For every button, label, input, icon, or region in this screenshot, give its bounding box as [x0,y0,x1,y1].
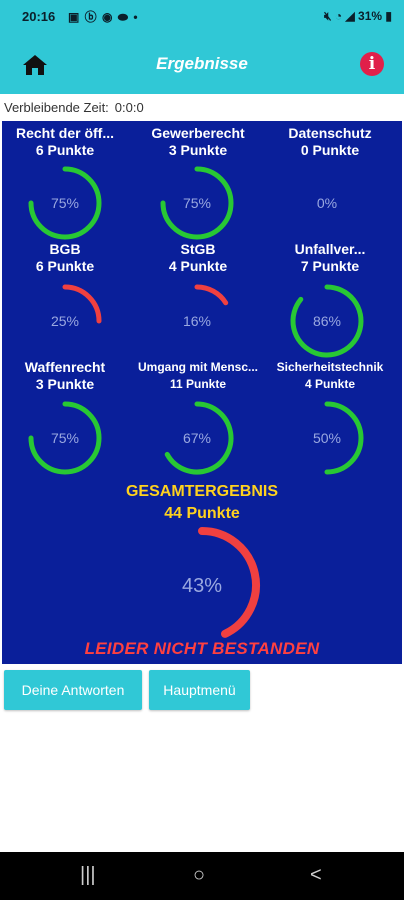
category-card: Recht der öff... 6 Punkte [0,125,131,159]
progress-arc-category-5 [194,284,229,306]
category-card: BGB 6 Punkte [0,241,131,275]
notification-icons: ▣ ⓑ ◉ ⬬ • [68,10,139,24]
home-nav-icon[interactable]: ○ [193,864,206,886]
category-points: 6 Punkte [35,258,95,274]
category-name: Umgang mit Mensc... [137,360,259,374]
status-right: 🔇︎ ◔ ◢ 31% ▮ [324,9,392,24]
category-points: 6 Punkte [35,142,95,158]
category-card: Gewerberecht 3 Punkte [132,125,264,159]
category-card: Umgang mit Mensc... 11 Punkte [132,359,264,393]
category-points: 4 Punkte [168,258,228,274]
category-card: Waffenrecht 3 Punkte [0,359,131,393]
progress-percent-category-5: 16% [183,313,211,329]
wifi-icon: ◔ [334,9,343,23]
battery-percent: 31% [358,9,383,23]
app-bar: Ergebnisse i [0,34,404,94]
progress-arc-category-9 [324,401,364,475]
progress-arc-category-2 [160,166,234,240]
total-title: GESAMTERGEBNIS [125,483,278,500]
progress-percent-category-2: 75% [183,195,211,211]
category-card: StGB 4 Punkte [132,241,264,275]
progress-ring-category-8: 67% [164,401,234,475]
info-icon[interactable]: i [360,52,384,76]
progress-percent-category-9: 50% [313,430,341,446]
category-points: 11 Punkte [169,377,227,391]
progress-ring-category-6: 86% [290,284,364,358]
progress-ring-category-1: 75% [28,166,102,240]
category-name: BGB [49,241,81,257]
progress-percent-category-3: 0% [317,195,337,211]
mute-icon: 🔇︎ [323,9,332,23]
recent-apps-icon[interactable]: ||| [80,864,96,886]
progress-ring-category-2: 75% [160,166,234,240]
category-card: Sicherheitstechnik 4 Punkte [264,359,396,393]
progress-percent-category-1: 75% [51,195,79,211]
progress-arc-total [198,527,260,638]
status-bar: 20:16 ▣ ⓑ ◉ ⬬ • 🔇︎ ◔ ◢ 31% ▮ [0,0,404,34]
category-points: 3 Punkte [35,376,95,392]
category-name: Sicherheitstechnik [276,360,384,374]
progress-arc-category-7 [28,401,102,475]
progress-arc-category-1 [28,166,102,240]
category-card: Unfallver... 7 Punkte [264,241,396,275]
timer-value: 0:0:0 [114,100,144,115]
timer-row: Verbleibende Zeit: 0:0:0 [0,94,404,120]
category-name: Datenschutz [288,125,372,141]
page-title: Ergebnisse [156,54,248,73]
category-points: 3 Punkte [168,142,228,158]
progress-ring-category-5: 16% [183,284,229,329]
category-points: 0 Punkte [300,142,360,158]
your-answers-button[interactable]: Deine Antworten [4,670,142,710]
progress-percent-category-4: 25% [51,313,79,329]
progress-ring-category-3: 0% [317,195,337,211]
signal-icon: ◢ [345,9,355,23]
progress-ring-category-9: 50% [313,401,364,475]
total-points: 44 Punkte [164,505,240,522]
progress-percent-category-7: 75% [51,430,79,446]
progress-percent-category-6: 86% [313,313,341,329]
battery-icon: ▮ [385,9,392,23]
category-name: Unfallver... [294,241,366,257]
status-time: 20:16 [22,9,56,24]
result-text: LEIDER NICHT BESTANDEN [84,639,320,658]
category-points: 7 Punkte [300,258,360,274]
results-panel: GESAMTERGEBNIS 44 Punkte LEIDER NICHT BE… [2,121,402,664]
progress-percent-category-8: 67% [183,430,211,446]
progress-arc-category-6 [290,284,364,358]
progress-ring-total: 43% [182,527,260,638]
progress-percent-total: 43% [182,575,222,597]
category-card: Datenschutz 0 Punkte [264,125,396,159]
main-menu-button[interactable]: Hauptmenü [149,670,250,710]
home-icon[interactable] [22,54,48,76]
category-points: 4 Punkte [304,377,355,391]
timer-label: Verbleibende Zeit: [4,100,109,115]
category-name: Gewerberecht [151,125,245,141]
progress-ring-category-7: 75% [28,401,102,475]
progress-arc-category-4 [62,284,102,324]
back-icon[interactable]: < [310,864,322,886]
category-name: Waffenrecht [24,359,106,375]
progress-arc-category-8 [164,401,234,475]
system-nav-bar: ||| ○ < [0,852,404,900]
category-name: StGB [180,241,216,257]
progress-ring-category-4: 25% [51,284,102,329]
category-name: Recht der öff... [15,125,114,141]
